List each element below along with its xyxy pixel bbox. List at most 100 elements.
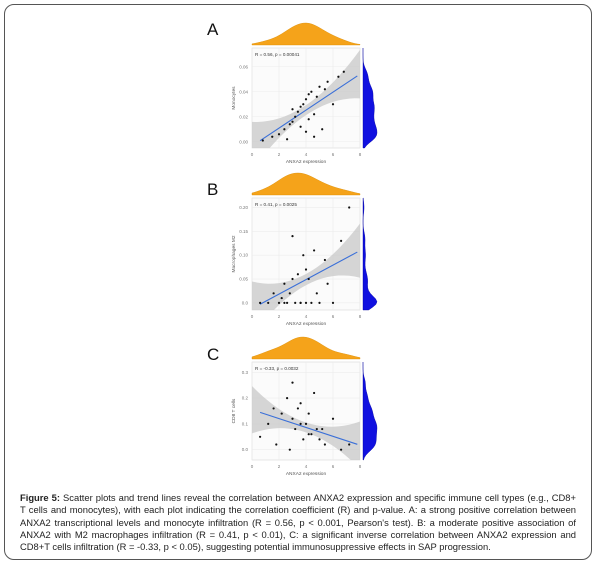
x-density [251,22,361,46]
data-point [323,258,326,262]
data-point [296,273,299,276]
data-point [304,422,308,425]
data-point [323,443,326,446]
data-point [291,381,294,384]
scatter-plot-a: 0 2 4 6 8 0.00 0.02 0.04 0.06 R = 0.56, p = 0.000… [231,22,378,165]
correlation-annotation: R = 0.56, p = 0.00041 [255,52,300,57]
x-axis-label: ANXA2 expression [286,159,327,165]
data-point [296,407,299,410]
x-density [251,336,361,360]
data-point [299,402,302,405]
data-point [307,118,310,121]
data-point [277,301,281,304]
confidence-band [252,49,360,148]
data-point [288,123,291,126]
data-point [261,139,264,142]
data-point [313,391,316,395]
y-tick-label: 0.04 [239,89,248,94]
y-tick-label: 0.2 [242,396,249,401]
data-point [313,113,316,116]
correlation-annotation: R = -0.33, p = 0.0032 [255,366,299,371]
data-point [259,301,262,304]
data-point [291,108,294,111]
x-tick-label: 0 [251,314,254,319]
data-point [283,301,286,304]
data-point [291,120,294,123]
y-density [362,197,378,311]
y-tick-label: 0.05 [239,277,248,282]
data-point [259,435,262,438]
data-point [291,417,294,420]
data-point [340,239,343,242]
x-tick-label: 4 [305,152,308,157]
correlation-annotation: R = 0.41, p = 0.0025 [255,202,297,207]
scatter-plot-b: 0 2 4 6 8 0.0 0.05 0.10 0.15 0.20 R = 0.41, p = 0.… [231,172,378,327]
data-point [286,301,289,304]
data-point [307,412,310,415]
caption-text: Scatter plots and trend lines reveal the… [20,492,576,553]
scatter-plot-c: 0 2 4 6 8 0.0 0.1 0.2 0.3 R = -0.33, p = 0.0032 AN… [231,336,378,477]
data-point [340,448,343,451]
data-point [307,433,310,436]
data-point [304,301,308,304]
data-point [280,296,283,300]
panel-label-c: C [207,345,220,364]
data-point [313,249,316,252]
y-density [362,361,378,461]
data-point [277,133,281,136]
data-point [283,282,286,285]
data-point [299,301,302,304]
trend-line [259,411,358,445]
data-point [342,70,345,73]
x-tick-label: 2 [278,314,281,319]
x-tick-label: 2 [278,464,281,469]
data-point [326,282,329,285]
y-tick-label: 0.00 [239,139,248,144]
data-point [267,301,270,304]
data-point [291,277,294,281]
confidence-band [252,223,360,310]
panel-label-a: A [207,20,219,39]
x-tick-label: 6 [332,464,335,469]
x-tick-label: 6 [332,314,335,319]
data-point [304,98,308,101]
data-point [272,292,275,295]
data-point [304,268,308,271]
data-point [302,438,305,441]
data-point [326,80,329,83]
data-point [331,417,335,420]
y-tick-label: 0.3 [242,370,249,375]
x-tick-label: 0 [251,152,254,157]
data-point [321,427,324,431]
x-tick-label: 0 [251,464,254,469]
y-tick-label: 0.02 [239,114,248,119]
panel-label-b: B [207,180,219,199]
data-point [321,128,324,131]
data-point [315,427,318,431]
y-tick-label: 0.0 [242,300,249,305]
y-tick-label: 0.15 [239,229,248,234]
data-point [299,125,302,128]
data-point [272,407,275,410]
trend-line [259,75,358,142]
data-point [323,88,326,91]
data-point [310,301,313,304]
data-point [286,138,289,141]
y-tick-label: 0.06 [239,64,248,69]
data-point [315,95,318,98]
data-point [302,254,305,257]
y-tick-label: 0.0 [242,447,249,452]
y-axis-label: Macrophages M2 [231,235,237,272]
data-point [318,438,321,441]
x-density [251,172,361,196]
data-point [294,427,297,431]
data-point [302,103,305,106]
data-point [296,110,299,113]
data-point [288,448,291,451]
data-point [275,443,278,446]
data-point [337,75,340,78]
data-point [318,85,321,88]
x-tick-label: 6 [332,152,335,157]
data-point [315,292,318,295]
data-point [286,397,289,400]
